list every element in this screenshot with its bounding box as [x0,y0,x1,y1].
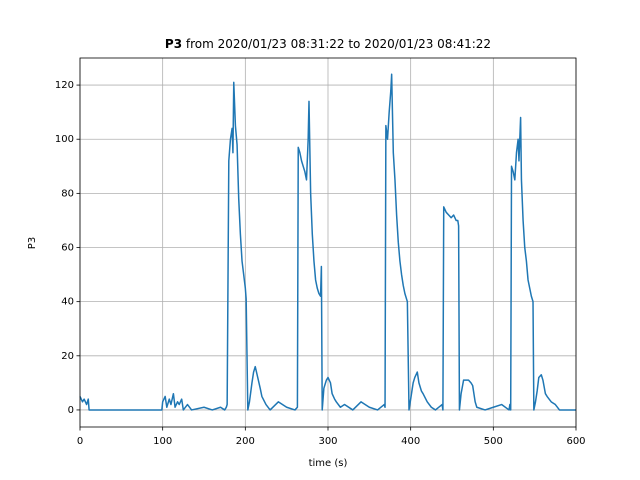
x-tick-label: 100 [153,436,172,447]
x-tick-label: 0 [77,436,83,447]
y-tick-label: 80 [61,188,74,199]
plot-frame [79,57,577,428]
y-tick-label: 0 [68,405,74,416]
x-tick-label: 400 [401,436,420,447]
y-tick-label: 60 [61,243,74,254]
x-tick-label: 600 [566,436,585,447]
y-axis-label: P3 [27,237,38,249]
title-text: from 2020/01/23 08:31:22 to 2020/01/23 0… [186,37,491,51]
x-tick-label: 500 [484,436,503,447]
x-tick-label: 200 [236,436,255,447]
data-line [79,73,576,411]
title-bold: P3 [165,37,182,51]
y-tick-label: 120 [55,80,74,91]
y-tick-label: 20 [61,351,74,362]
x-tick-label: 300 [318,436,337,447]
y-tick-label: 40 [61,297,74,308]
y-tick-label: 100 [55,134,74,145]
x-axis-label: time (s) [309,458,348,469]
chart-title: P3 from 2020/01/23 08:31:22 to 2020/01/2… [165,37,491,51]
